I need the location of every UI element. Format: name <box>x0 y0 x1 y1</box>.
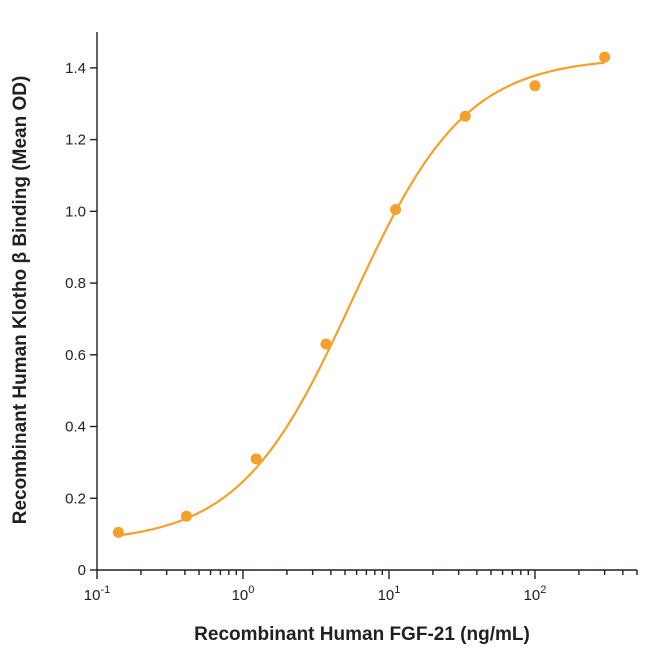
y-tick-label: 0.6 <box>65 347 86 364</box>
y-axis-title: Recombinant Human Klotho β Binding (Mean… <box>10 76 31 525</box>
y-tick-label: 1.2 <box>65 132 86 149</box>
x-tick-label: 100 <box>232 584 255 604</box>
fit-curve <box>118 61 605 537</box>
data-points <box>112 51 611 538</box>
x-tick-label: 102 <box>524 584 547 604</box>
x-tick-label: 101 <box>378 584 401 604</box>
x-tick-label: 10-1 <box>84 584 110 604</box>
x-axis-title: Recombinant Human FGF-21 (ng/mL) <box>194 624 530 645</box>
data-point <box>459 110 471 122</box>
data-point <box>529 80 541 92</box>
y-tick-label: 1.0 <box>65 203 86 220</box>
data-point <box>180 510 192 522</box>
y-tick-label: 0.4 <box>65 419 86 436</box>
data-point <box>390 204 402 216</box>
data-point <box>112 526 124 538</box>
data-point <box>250 453 262 465</box>
axes: 0 0.2 0.4 0.6 0.8 1.0 1.2 1.4 10-1 100 101 102 <box>65 32 638 604</box>
data-point <box>320 338 332 350</box>
data-point <box>599 51 611 63</box>
y-tick-label: 0 <box>78 562 86 579</box>
y-tick-label: 0.2 <box>65 490 86 507</box>
y-tick-label: 0.8 <box>65 275 86 292</box>
fit-curve-layer <box>118 61 605 537</box>
y-tick-label: 1.4 <box>65 60 86 77</box>
